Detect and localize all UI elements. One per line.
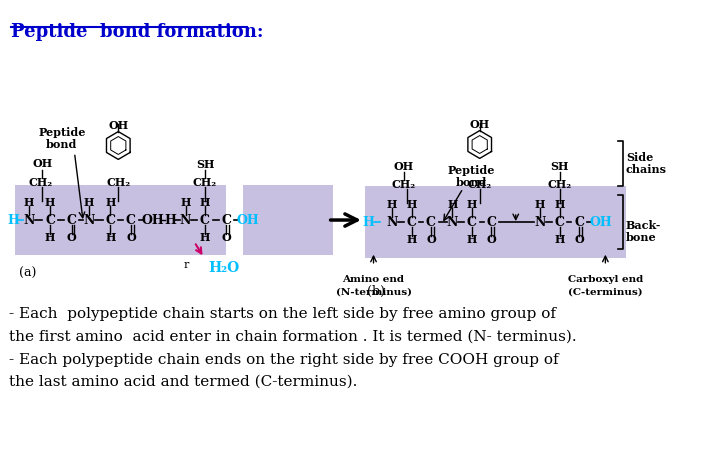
- FancyBboxPatch shape: [15, 185, 134, 255]
- Text: C: C: [574, 216, 584, 229]
- Text: N: N: [180, 214, 192, 226]
- FancyBboxPatch shape: [365, 186, 451, 258]
- FancyBboxPatch shape: [134, 185, 226, 255]
- Text: N: N: [84, 214, 95, 226]
- Text: H: H: [406, 234, 417, 245]
- Text: H: H: [164, 214, 176, 226]
- Text: chains: chains: [626, 164, 667, 175]
- Text: N: N: [534, 216, 546, 229]
- Text: H: H: [45, 232, 55, 243]
- Text: C: C: [126, 214, 136, 226]
- Text: H: H: [554, 198, 564, 210]
- Text: H: H: [467, 198, 477, 210]
- Text: Peptide: Peptide: [447, 165, 495, 176]
- Text: Peptide  bond formation:: Peptide bond formation:: [11, 23, 264, 41]
- Text: C: C: [407, 216, 416, 229]
- Text: the first amino  acid enter in chain formation . It is termed (N- terminus).: the first amino acid enter in chain form…: [9, 329, 577, 343]
- FancyBboxPatch shape: [243, 185, 333, 255]
- Text: the last amino acid and termed (C-terminus).: the last amino acid and termed (C-termin…: [9, 375, 358, 389]
- Text: (C-terminus): (C-terminus): [568, 287, 643, 296]
- Text: OH: OH: [589, 216, 612, 229]
- Text: CH₂: CH₂: [468, 179, 492, 190]
- Text: N: N: [23, 214, 35, 226]
- Text: O: O: [487, 234, 496, 245]
- Text: H: H: [363, 216, 374, 229]
- FancyBboxPatch shape: [538, 186, 626, 258]
- Text: SH: SH: [550, 161, 569, 172]
- Text: C: C: [222, 214, 231, 226]
- Text: H: H: [180, 197, 191, 207]
- Text: Peptide: Peptide: [38, 127, 86, 138]
- Text: Carboxyl end: Carboxyl end: [568, 275, 643, 284]
- Text: r: r: [184, 260, 189, 270]
- Text: Amino end: Amino end: [343, 275, 405, 284]
- Text: H: H: [84, 197, 94, 207]
- Text: OH: OH: [236, 214, 259, 226]
- Text: (b): (b): [366, 285, 384, 298]
- Text: H: H: [387, 198, 397, 210]
- Text: C: C: [66, 214, 76, 226]
- Text: H: H: [200, 232, 210, 243]
- Text: CH₂: CH₂: [547, 179, 572, 190]
- Text: (N-terminus): (N-terminus): [336, 287, 412, 296]
- Text: N: N: [446, 216, 458, 229]
- Text: O: O: [67, 232, 76, 243]
- Text: O: O: [426, 234, 436, 245]
- Text: C: C: [554, 216, 564, 229]
- Text: (a): (a): [19, 267, 36, 280]
- Text: C: C: [487, 216, 496, 229]
- Text: H: H: [535, 198, 545, 210]
- Text: O: O: [222, 232, 231, 243]
- Text: O: O: [126, 232, 136, 243]
- Text: H: H: [7, 214, 19, 226]
- Text: C: C: [467, 216, 477, 229]
- Text: CH₂: CH₂: [193, 177, 217, 188]
- Text: bond: bond: [455, 177, 487, 188]
- FancyBboxPatch shape: [451, 186, 538, 258]
- Text: H: H: [200, 197, 210, 207]
- Text: OH: OH: [469, 119, 490, 130]
- Text: SH: SH: [196, 159, 214, 170]
- Text: CH₂: CH₂: [107, 177, 130, 188]
- Text: H: H: [24, 197, 34, 207]
- Text: O: O: [574, 234, 584, 245]
- Text: Side: Side: [626, 152, 653, 163]
- Text: bond: bond: [46, 139, 78, 150]
- Text: H: H: [447, 198, 458, 210]
- Text: H: H: [105, 232, 116, 243]
- Text: N: N: [387, 216, 397, 229]
- Text: CH₂: CH₂: [392, 179, 415, 190]
- Text: bone: bone: [626, 232, 657, 243]
- Text: C: C: [426, 216, 436, 229]
- Text: C: C: [200, 214, 210, 226]
- Text: OH: OH: [32, 158, 53, 169]
- Text: H: H: [45, 197, 55, 207]
- Text: C: C: [106, 214, 115, 226]
- Text: OH: OH: [141, 214, 163, 226]
- Text: OH: OH: [394, 161, 414, 172]
- Text: OH: OH: [108, 120, 128, 131]
- Text: Back-: Back-: [626, 220, 661, 231]
- Text: CH₂: CH₂: [28, 177, 53, 188]
- Text: H₂O: H₂O: [208, 261, 239, 275]
- Text: H: H: [105, 197, 116, 207]
- Text: C: C: [45, 214, 55, 226]
- Text: - Each polypeptide chain ends on the right side by free COOH group of: - Each polypeptide chain ends on the rig…: [9, 353, 559, 367]
- Text: H: H: [467, 234, 477, 245]
- Text: H: H: [554, 234, 564, 245]
- Text: H: H: [406, 198, 417, 210]
- Text: - Each  polypeptide chain starts on the left side by free amino group of: - Each polypeptide chain starts on the l…: [9, 307, 556, 321]
